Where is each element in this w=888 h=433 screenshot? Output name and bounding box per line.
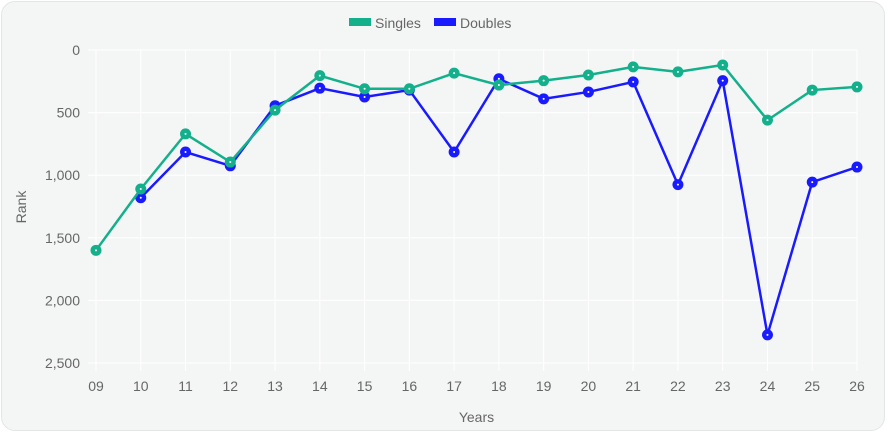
- x-tick-label: 12: [223, 378, 239, 394]
- data-point-center: [453, 72, 456, 75]
- data-point-center: [497, 84, 500, 87]
- data-point-center: [497, 77, 500, 80]
- legend-swatch-doubles: [434, 18, 456, 26]
- x-tick-label: 25: [804, 378, 820, 394]
- data-point-center: [856, 166, 858, 169]
- data-point-center: [229, 161, 232, 164]
- x-tick-label: 17: [446, 378, 462, 394]
- x-tick-label: 11: [178, 378, 193, 394]
- data-point-center: [811, 181, 814, 184]
- data-point-center: [811, 89, 814, 92]
- x-tick-label: 26: [849, 378, 865, 394]
- x-tick-label: 13: [267, 378, 283, 394]
- y-tick-label: 1,000: [45, 167, 80, 183]
- x-tick-label: 21: [625, 378, 641, 394]
- x-tick-label: 24: [760, 378, 776, 394]
- legend-label-doubles: Doubles: [460, 15, 511, 31]
- y-tick-label: 2,500: [45, 355, 80, 371]
- data-point-center: [318, 74, 321, 77]
- x-tick-label: 14: [312, 378, 328, 394]
- x-tick-label: 15: [357, 378, 373, 394]
- data-point-center: [676, 183, 679, 186]
- x-tick-label: 20: [581, 378, 597, 394]
- data-point-center: [721, 64, 724, 67]
- data-point-center: [676, 70, 679, 73]
- data-point-center: [587, 90, 590, 93]
- series-line: [94, 63, 858, 252]
- data-point-center: [542, 97, 545, 100]
- data-point-center: [632, 80, 635, 83]
- x-tick-label: 18: [491, 378, 507, 394]
- x-axis-label: Years: [459, 409, 494, 425]
- data-point-center: [184, 132, 187, 135]
- y-tick-label: 2,000: [45, 292, 80, 308]
- data-point-center: [408, 87, 411, 90]
- y-tick-label: 500: [57, 105, 81, 121]
- data-point-center: [139, 187, 142, 190]
- data-point-center: [184, 151, 187, 154]
- x-tick-label: 19: [536, 378, 552, 394]
- legend-label-singles: Singles: [375, 15, 421, 31]
- y-tick-label: 1,500: [45, 230, 80, 246]
- data-point-center: [274, 109, 277, 112]
- data-point-center: [587, 74, 590, 77]
- series-singles: [90, 59, 863, 256]
- data-point-center: [453, 151, 456, 154]
- x-tick-label: 09: [88, 378, 104, 394]
- legend-swatch-singles: [349, 18, 371, 26]
- data-point-center: [318, 87, 321, 90]
- data-point-center: [95, 249, 97, 252]
- data-point-center: [766, 333, 769, 336]
- data-point-center: [766, 119, 769, 122]
- x-tick-label: 23: [715, 378, 731, 394]
- data-point-center: [721, 79, 724, 82]
- y-tick-label: 0: [72, 42, 80, 58]
- x-tick-label: 16: [402, 378, 418, 394]
- data-point-center: [139, 196, 142, 199]
- data-point-center: [632, 65, 635, 68]
- data-point-center: [363, 95, 366, 98]
- y-axis-label: Rank: [13, 190, 29, 224]
- x-tick-label: 22: [670, 378, 686, 394]
- data-point-center: [363, 87, 366, 90]
- data-point-center: [856, 85, 858, 88]
- data-point-center: [542, 79, 545, 82]
- x-tick-label: 10: [133, 378, 149, 394]
